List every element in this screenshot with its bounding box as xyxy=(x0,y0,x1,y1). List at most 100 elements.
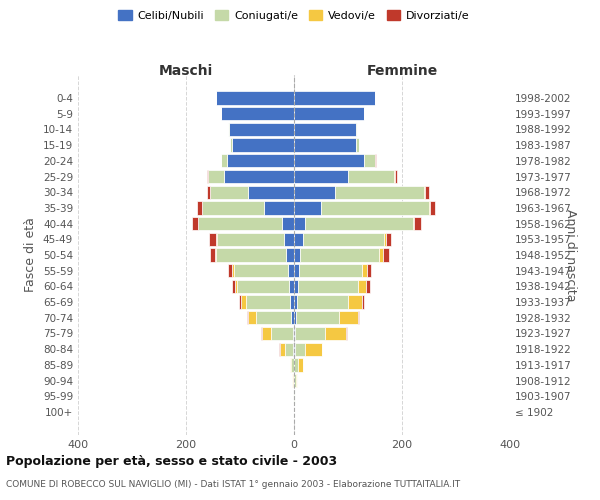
Bar xyxy=(294,154,364,168)
Bar xyxy=(424,186,425,199)
Bar xyxy=(216,248,286,262)
Bar xyxy=(394,170,395,183)
Bar xyxy=(289,280,294,293)
Bar xyxy=(193,217,198,230)
Bar xyxy=(321,201,429,214)
Bar xyxy=(228,264,232,278)
Bar xyxy=(280,342,286,356)
Bar xyxy=(430,201,436,214)
Bar xyxy=(293,374,294,387)
Bar xyxy=(294,358,298,372)
Bar xyxy=(294,107,364,120)
Bar xyxy=(294,92,375,104)
Bar xyxy=(367,264,371,278)
Bar xyxy=(292,311,294,324)
Bar xyxy=(294,296,296,309)
Bar xyxy=(294,201,321,214)
Bar xyxy=(232,280,235,293)
Bar xyxy=(364,154,375,168)
Bar xyxy=(294,232,302,246)
Bar xyxy=(247,296,290,309)
Bar xyxy=(248,186,294,199)
Text: Popolazione per età, sesso e stato civile - 2003: Popolazione per età, sesso e stato civil… xyxy=(6,455,337,468)
Bar xyxy=(241,296,247,309)
Bar xyxy=(290,358,292,372)
Text: Femmine: Femmine xyxy=(367,64,437,78)
Bar xyxy=(294,248,301,262)
Bar xyxy=(216,232,217,246)
Bar xyxy=(197,201,202,214)
Bar xyxy=(361,264,367,278)
Bar xyxy=(348,296,361,309)
Bar xyxy=(227,154,294,168)
Bar xyxy=(425,186,429,199)
Bar xyxy=(216,92,294,104)
Bar xyxy=(228,123,229,136)
Bar xyxy=(295,327,325,340)
Bar xyxy=(358,280,366,293)
Bar xyxy=(211,248,215,262)
Bar xyxy=(282,217,294,230)
Bar xyxy=(325,327,346,340)
Bar xyxy=(208,170,224,183)
Bar xyxy=(265,201,294,214)
Bar xyxy=(294,186,335,199)
Bar xyxy=(335,186,424,199)
Text: COMUNE DI ROBECCO SUL NAVIGLIO (MI) - Dati ISTAT 1° gennaio 2003 - Elaborazione : COMUNE DI ROBECCO SUL NAVIGLIO (MI) - Da… xyxy=(6,480,460,489)
Bar xyxy=(202,201,265,214)
Bar xyxy=(296,311,339,324)
Bar xyxy=(206,170,208,183)
Bar xyxy=(221,154,227,168)
Y-axis label: Anni di nascita: Anni di nascita xyxy=(564,209,577,301)
Bar xyxy=(294,264,299,278)
Bar xyxy=(296,296,348,309)
Bar xyxy=(294,311,296,324)
Bar xyxy=(302,232,383,246)
Bar xyxy=(215,248,216,262)
Bar xyxy=(305,342,322,356)
Bar xyxy=(288,264,294,278)
Bar xyxy=(358,311,359,324)
Bar xyxy=(247,311,248,324)
Bar xyxy=(356,123,357,136)
Bar xyxy=(284,232,294,246)
Bar xyxy=(229,123,294,136)
Bar xyxy=(293,327,294,340)
Bar xyxy=(305,217,413,230)
Bar xyxy=(217,232,284,246)
Bar xyxy=(383,232,386,246)
Bar xyxy=(356,138,359,152)
Bar xyxy=(224,170,294,183)
Bar xyxy=(209,232,216,246)
Bar xyxy=(361,296,364,309)
Bar xyxy=(429,201,430,214)
Bar xyxy=(292,358,294,372)
Bar xyxy=(256,311,292,324)
Bar xyxy=(339,311,358,324)
Bar xyxy=(207,186,210,199)
Bar xyxy=(294,280,298,293)
Bar xyxy=(262,327,271,340)
Bar xyxy=(235,280,238,293)
Bar xyxy=(294,327,295,340)
Bar xyxy=(386,232,391,246)
Text: Maschi: Maschi xyxy=(159,64,213,78)
Bar xyxy=(415,217,421,230)
Bar xyxy=(234,264,288,278)
Bar xyxy=(239,296,241,309)
Bar xyxy=(294,374,296,387)
Bar xyxy=(298,358,302,372)
Bar xyxy=(238,280,289,293)
Bar xyxy=(294,123,356,136)
Bar xyxy=(298,280,358,293)
Bar xyxy=(366,280,370,293)
Bar xyxy=(379,248,383,262)
Bar xyxy=(221,107,294,120)
Legend: Celibi/Nubili, Coniugati/e, Vedovi/e, Divorziati/e: Celibi/Nubili, Coniugati/e, Vedovi/e, Di… xyxy=(114,6,474,25)
Bar xyxy=(299,264,361,278)
Bar xyxy=(294,217,305,230)
Bar xyxy=(295,342,305,356)
Bar xyxy=(383,248,389,262)
Bar xyxy=(210,186,248,199)
Bar xyxy=(286,248,294,262)
